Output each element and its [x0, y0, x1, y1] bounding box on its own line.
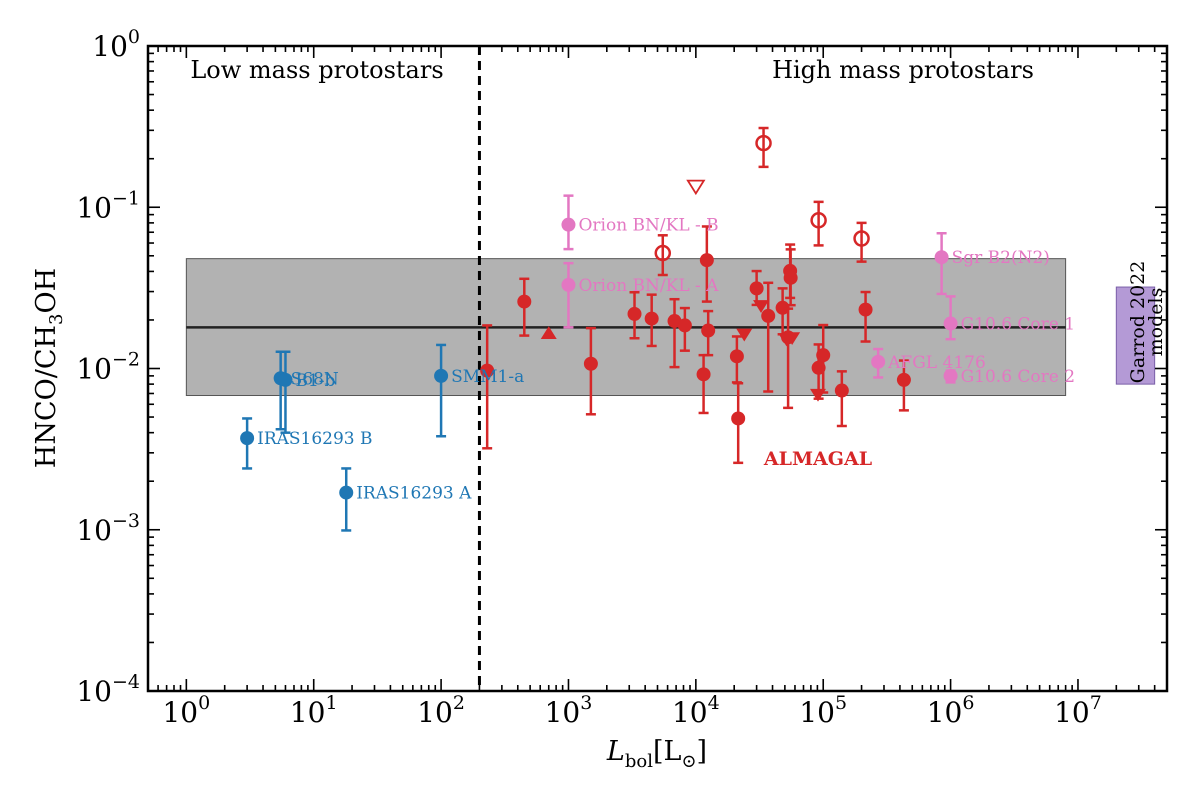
- almagal-point-4: [644, 311, 659, 326]
- almagal-open-point-0: [654, 244, 672, 262]
- x-axis-label-unit-sub: ⊙: [681, 751, 696, 772]
- garrod-layer: [1115, 286, 1156, 385]
- almagal-upper-limit-0: [736, 328, 753, 342]
- almagal-point-7: [696, 367, 711, 382]
- almagal-point-1: [517, 294, 532, 309]
- almagal-point-3: [627, 306, 642, 321]
- almagal-point-2: [583, 356, 598, 371]
- x-tick-label-2: 102: [417, 692, 465, 729]
- garrod-label-line2: models: [1145, 288, 1167, 357]
- literature-point-4: [943, 368, 958, 383]
- almagal-upper-limit-open-0: [686, 179, 706, 196]
- x-tick-label-0: 100: [162, 692, 210, 729]
- low-mass-label-0: IRAS16293 B: [257, 429, 372, 449]
- y-axis-label-b: OH: [31, 268, 62, 314]
- low-mass-point-1: [339, 485, 354, 500]
- almagal-open-point-3: [853, 230, 870, 247]
- almagal-point-20: [834, 383, 849, 398]
- x-tick-label-7: 107: [1054, 692, 1102, 729]
- x-axis-label-close: ]: [697, 736, 708, 767]
- literature-point-2: [934, 250, 949, 265]
- almagal-upper-limit-4: [810, 388, 827, 402]
- almagal-point-6: [677, 318, 692, 333]
- low-mass-label-1: IRAS16293 A: [356, 484, 472, 504]
- region-label-low: Low mass protostars: [190, 56, 443, 84]
- almagal-point-9: [701, 323, 716, 338]
- y-tick-label-3: 10−3: [76, 510, 140, 547]
- almagal-point-21: [858, 302, 873, 317]
- almagal-point-13: [761, 308, 776, 323]
- almagal-open-point-2: [810, 212, 827, 229]
- garrod-label: Garrod 2022 models: [1127, 261, 1167, 384]
- almagal-point-10: [729, 349, 744, 364]
- x-axis-label-unit: [L: [653, 736, 682, 767]
- y-tick-label-4: 10−4: [76, 671, 140, 708]
- x-axis-label: Lbol[L⊙]: [606, 736, 707, 772]
- almagal-point-22: [896, 372, 911, 387]
- region-label-high: High mass protostars: [772, 56, 1034, 84]
- y-axis-label: HNCO/CH3OH: [31, 268, 67, 468]
- axes-layer: 100 101 102 103 104 105 106 107 100 10−1 10−2 10−3 1…: [76, 26, 1169, 729]
- band-layer: [185, 258, 1067, 397]
- x-axis-label-sub: bol: [625, 751, 653, 772]
- y-tick-label-2: 10−2: [76, 349, 140, 386]
- low-mass-point-0: [240, 431, 255, 446]
- garrod-models-box: [1115, 286, 1156, 385]
- almagal-label: ALMAGAL: [763, 448, 872, 470]
- x-axis-label-main: L: [606, 736, 625, 767]
- almagal-point-0: [480, 363, 495, 378]
- y-axis-label-sub: 3: [46, 313, 67, 324]
- y-axis-label-a: HNCO/CH: [31, 325, 62, 468]
- x-tick-label-5: 105: [799, 692, 847, 729]
- x-tick-label-6: 106: [927, 692, 975, 729]
- almagal-upper-limit-3: [784, 332, 801, 346]
- almagal-open-point-1: [755, 134, 772, 152]
- low-mass-label-3: B1-b: [295, 371, 335, 391]
- almagal-point-17: [783, 270, 798, 285]
- almagal-upper-limit-1: [753, 300, 770, 313]
- almagal-point-11: [731, 411, 746, 426]
- literature-label-1: Orion BN/KL - A: [578, 276, 719, 296]
- almagal-point-19: [816, 348, 831, 363]
- x-tick-label-3: 103: [545, 692, 593, 729]
- literature-label-0: Orion BN/KL - B: [578, 216, 718, 236]
- almagal-lower-limit-0: [540, 326, 557, 340]
- low-mass-label-2: S68N: [291, 369, 339, 389]
- literature-label-4: G10.6 Core 2: [961, 367, 1075, 387]
- y-tick-label-0: 100: [92, 26, 140, 63]
- literature-label-3: G10.6 Core 1: [961, 315, 1075, 335]
- literature-point-1: [561, 277, 576, 292]
- literature-label-5: AFGL 4176: [887, 353, 986, 373]
- literature-point-0: [561, 217, 576, 232]
- low-mass-point-4: [434, 368, 449, 383]
- literature-point-3: [943, 316, 958, 331]
- y-tick-label-1: 10−1: [76, 187, 140, 224]
- almagal-point-12: [749, 281, 764, 296]
- x-tick-label-1: 101: [290, 692, 338, 729]
- garrod-label-line1: Garrod 2022: [1127, 261, 1149, 384]
- low-mass-label-4: SMM1-a: [451, 367, 524, 387]
- literature-label-2: Sgr B2(N2): [952, 248, 1050, 268]
- almagal-point-8: [699, 253, 714, 268]
- low-mass-point-3: [278, 372, 293, 387]
- data-layer: [240, 126, 958, 532]
- x-tick-label-4: 104: [672, 692, 720, 729]
- literature-point-5: [871, 354, 886, 369]
